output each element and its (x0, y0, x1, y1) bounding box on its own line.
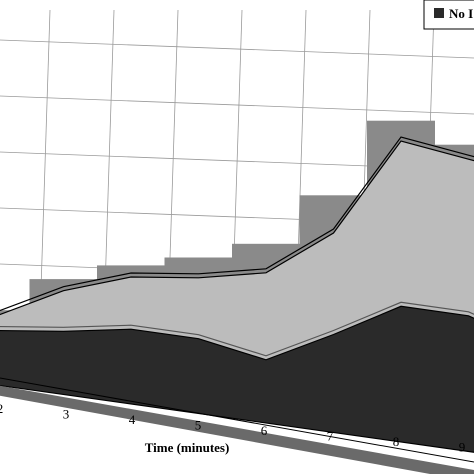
x-tick-label: 8 (393, 434, 400, 449)
x-tick-label: 3 (63, 407, 70, 422)
legend: No I (423, 0, 474, 30)
area-top-edge-dark (0, 301, 474, 357)
floor-edge (0, 377, 474, 463)
legend-box (423, 0, 474, 30)
area-series-dark (0, 305, 474, 453)
gridline-h (0, 95, 474, 115)
areas (0, 136, 474, 453)
x-tick-labels: 2 3 4 5 6 7 8 9 (0, 401, 465, 455)
legend-label: No I (449, 6, 473, 21)
x-tick-label: 7 (327, 429, 334, 444)
floor-strip (0, 385, 474, 474)
x-tick-label: 4 (129, 412, 136, 427)
gridline-h (0, 39, 474, 59)
area-top-edge-light (0, 136, 474, 312)
gridline-v (39, 9, 51, 321)
x-axis-title: Time (minutes) (145, 440, 230, 455)
x-tick-label: 2 (0, 401, 3, 416)
x-tick-label: 9 (459, 440, 466, 455)
x-tick-label: 6 (261, 423, 268, 438)
legend-swatch (434, 8, 444, 18)
x-tick-label: 5 (195, 418, 202, 433)
floor (0, 377, 474, 474)
